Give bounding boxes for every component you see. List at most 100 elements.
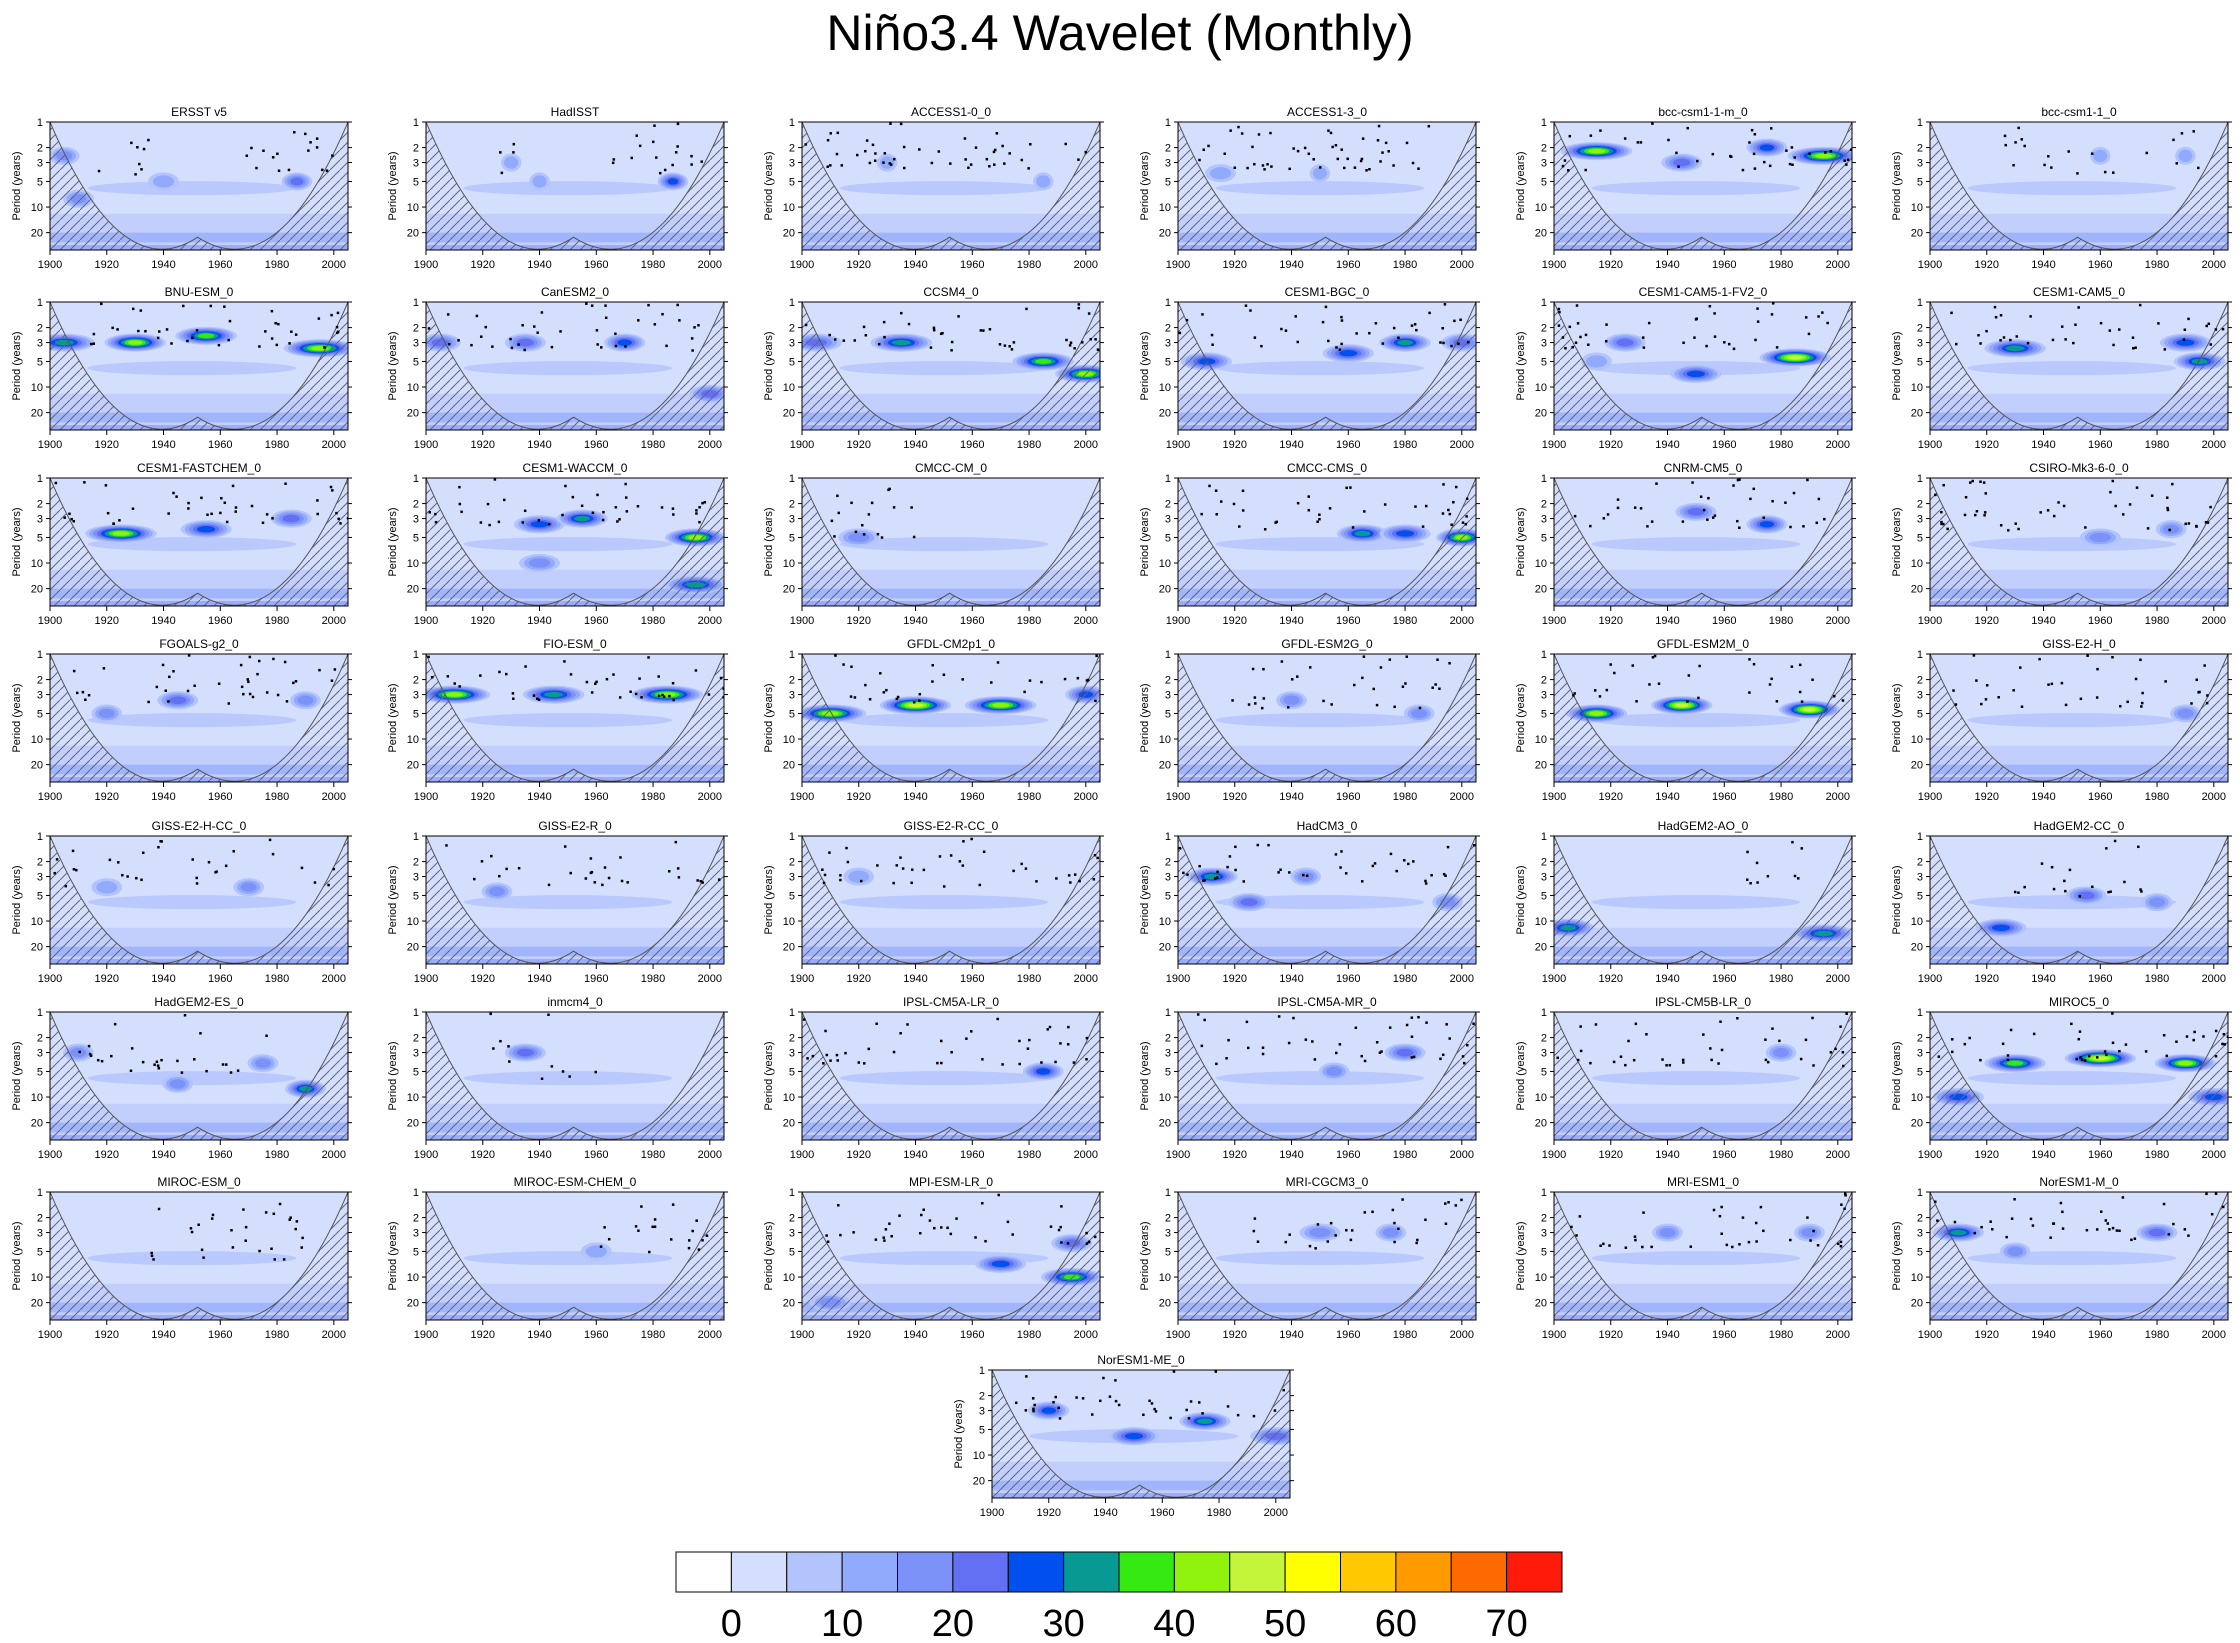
panel-frame	[1553, 1011, 1853, 1141]
power-contour	[1283, 695, 1300, 705]
x-tick-label: 1940	[903, 615, 927, 627]
significance-dot	[1574, 341, 1578, 344]
significance-dot	[458, 685, 461, 688]
significance-dot	[460, 510, 463, 514]
significance-dot	[640, 1205, 643, 1208]
significance-dot	[717, 878, 721, 881]
significance-dot	[614, 332, 617, 335]
significance-dot	[1771, 1027, 1774, 1030]
significance-dot	[599, 1245, 603, 1248]
significance-dot	[804, 323, 808, 327]
significance-dot	[1186, 873, 1189, 876]
significance-dot	[1340, 850, 1343, 853]
significance-dot	[1316, 520, 1319, 523]
panel-frame	[425, 301, 725, 431]
significance-dot	[2165, 1054, 2169, 1058]
significance-dot	[1963, 1042, 1967, 1046]
significance-dot	[507, 1045, 510, 1048]
power-contour	[240, 882, 257, 892]
y-axis-label: Period (years)	[1891, 1041, 1903, 1110]
significance-dot	[1755, 861, 1759, 865]
significance-dot	[1720, 1048, 1724, 1052]
significance-dot	[1343, 166, 1346, 170]
cone-of-influence-line	[1178, 122, 1476, 250]
power-contour	[1991, 924, 2011, 931]
significance-dot	[1363, 1211, 1367, 1214]
x-tick-label: 1900	[38, 791, 62, 803]
significance-dot	[1842, 1064, 1845, 1068]
x-tick-label: 1900	[1166, 259, 1190, 271]
power-contour	[532, 175, 547, 188]
y-tick-label: 5	[789, 356, 795, 368]
significance-dot	[1954, 703, 1958, 706]
significance-dot	[1448, 1037, 1451, 1040]
significance-dot	[236, 1069, 240, 1072]
significance-dot	[2221, 1042, 2224, 1046]
significance-dot	[1318, 517, 1321, 521]
significance-dot	[1741, 1216, 1745, 1219]
significance-dot	[1445, 1023, 1448, 1026]
y-tick-label: 5	[1541, 356, 1547, 368]
x-tick-label: 1920	[1223, 615, 1247, 627]
significance-dot	[2087, 1054, 2091, 1058]
significance-dot	[2083, 1059, 2087, 1062]
cone-of-influence-hatch	[50, 302, 348, 430]
significance-dot	[333, 668, 337, 671]
significance-dot	[1634, 1238, 1637, 1242]
x-tick-label: 2000	[322, 439, 346, 451]
significance-dot	[696, 879, 699, 882]
significance-dot	[1792, 491, 1796, 495]
significance-dot	[329, 485, 333, 489]
colorbar-tick-label: 60	[1375, 1603, 1417, 1643]
significance-dot	[117, 861, 120, 864]
significance-dot	[604, 304, 607, 307]
significance-dot	[1631, 664, 1635, 667]
significance-dot	[1033, 1403, 1036, 1407]
significance-dot	[1241, 489, 1245, 493]
panel-frame	[1929, 1191, 2229, 1321]
colorbar-tick-label: 40	[1153, 1603, 1195, 1643]
y-tick-label: 1	[37, 1007, 43, 1019]
significance-dot	[1571, 345, 1574, 349]
x-tick-label: 1980	[2145, 1149, 2169, 1161]
power-contour	[1686, 370, 1705, 378]
significance-dot	[165, 328, 169, 331]
significance-dot	[2126, 700, 2129, 704]
significance-dot	[990, 681, 993, 684]
significance-dot	[258, 1249, 261, 1253]
significance-dot	[1447, 1201, 1450, 1204]
significance-dot	[2111, 1226, 2115, 1230]
low-frequency-band	[1178, 412, 1476, 423]
cone-of-influence-hatch	[802, 122, 1100, 250]
significance-dot	[1775, 346, 1779, 349]
significance-dot	[920, 1213, 923, 1217]
significance-dot	[1040, 680, 1043, 684]
significance-dot	[693, 326, 696, 329]
x-tick-label: 1980	[1769, 973, 1793, 985]
significance-dot	[933, 1226, 936, 1230]
significance-dot	[836, 131, 840, 135]
y-axis-label: Period (years)	[763, 151, 775, 220]
panel-frame	[49, 477, 349, 607]
y-tick-label: 2	[789, 1213, 795, 1225]
significance-dot	[1609, 663, 1612, 666]
panel-title: ERSST v5	[171, 105, 227, 119]
cone-of-influence-hatch	[1178, 122, 1476, 250]
x-tick-label: 1900	[1166, 439, 1190, 451]
significance-dot	[859, 879, 863, 883]
significance-dot	[186, 339, 189, 343]
low-frequency-band	[50, 232, 348, 243]
power-contour	[1675, 703, 1689, 708]
y-tick-label: 20	[407, 942, 419, 954]
cone-of-influence-hatch	[50, 1012, 348, 1140]
significance-dot	[1942, 522, 1945, 526]
low-frequency-band	[1930, 946, 2228, 957]
significance-dot	[981, 1058, 984, 1061]
significance-dot	[2109, 490, 2112, 494]
significance-dot	[1355, 332, 1358, 335]
y-tick-label: 1	[1541, 649, 1547, 661]
significance-dot	[1599, 1244, 1602, 1248]
significance-dot	[1018, 1062, 1021, 1066]
